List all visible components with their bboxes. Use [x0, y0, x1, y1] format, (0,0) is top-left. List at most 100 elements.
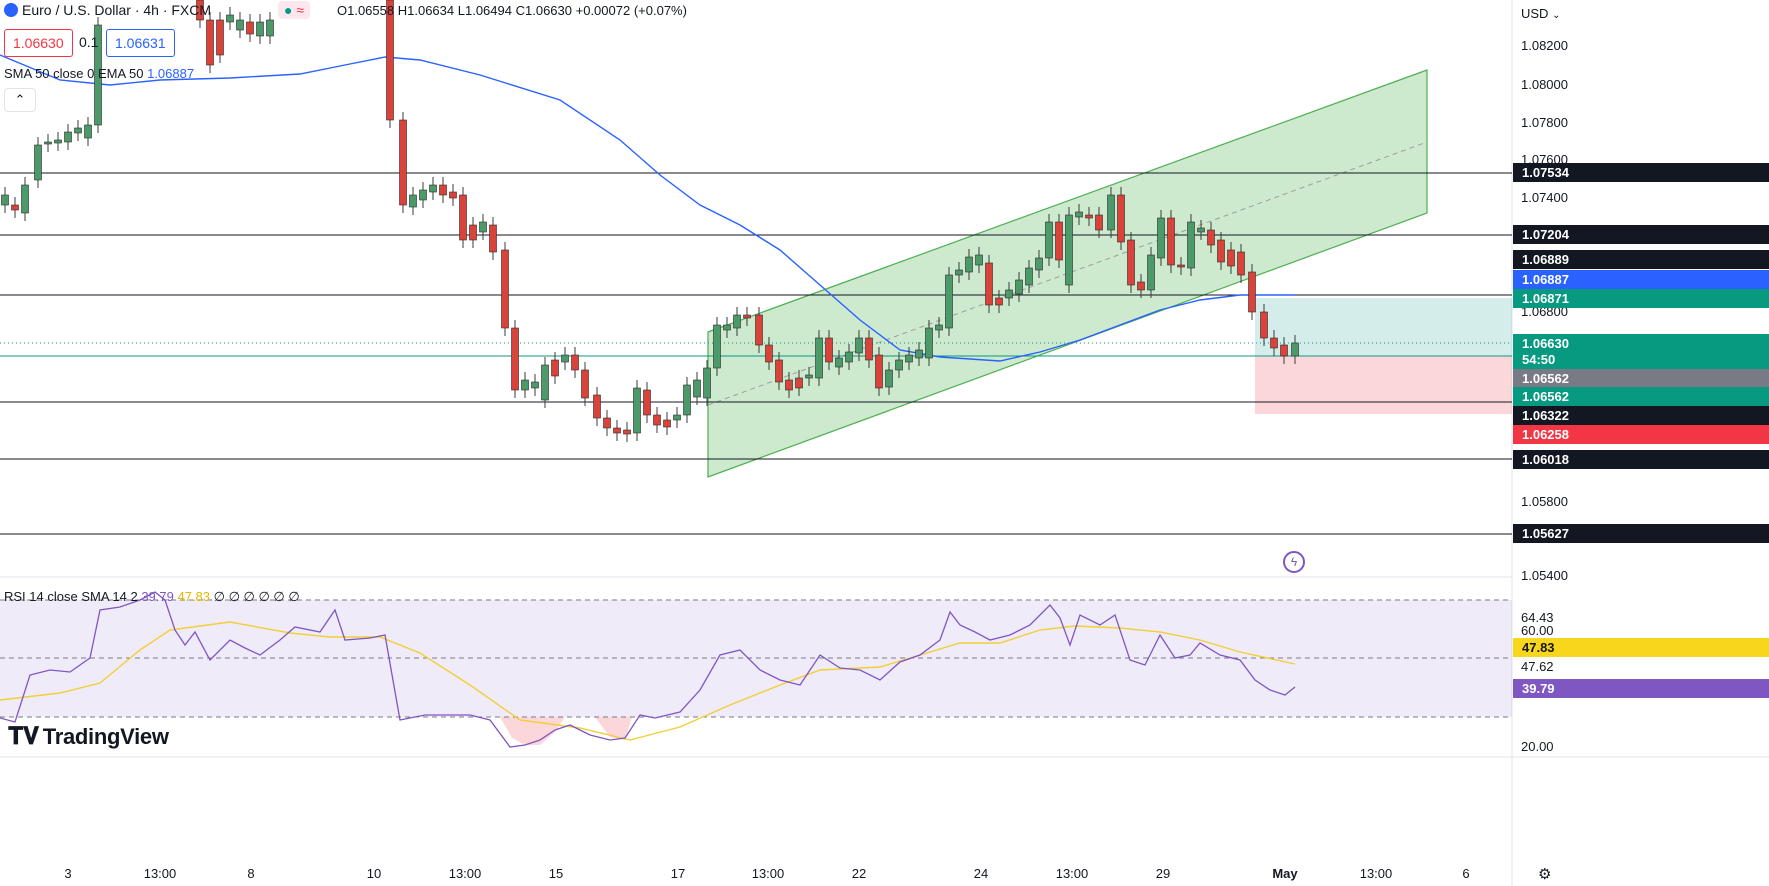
rsi-tick: 47.62	[1521, 659, 1554, 674]
candle-body	[1085, 214, 1093, 219]
candle-body	[825, 337, 833, 363]
candle-body	[965, 256, 973, 273]
time-tick: 13:00	[751, 866, 785, 881]
price-badge: 1.06258	[1513, 425, 1769, 444]
collapse-legend-button[interactable]: ⌃	[4, 88, 36, 112]
time-tick: 13:00	[448, 866, 482, 881]
ohlc-change: +0.00072 (+0.07%)	[575, 3, 687, 18]
candle-body	[835, 357, 843, 368]
spread-value: 0.1	[79, 34, 99, 50]
candle-body	[246, 21, 254, 35]
candle-body	[439, 184, 447, 196]
candle-body	[64, 131, 72, 143]
indicator-toggle[interactable]: ● ≈	[278, 1, 311, 19]
sell-button[interactable]: 1.06630	[4, 29, 73, 57]
candle-body	[985, 262, 993, 306]
candle-body	[21, 184, 29, 214]
status-dot-icon: ●	[284, 2, 293, 18]
candle-body	[1025, 267, 1033, 286]
price-badge: 1.06871	[1513, 289, 1769, 308]
candle-body	[603, 417, 611, 429]
time-tick: 3	[64, 866, 72, 881]
candle-body	[84, 124, 92, 139]
rsi-ma-legend-value: 47.83	[177, 589, 211, 604]
time-tick: 24	[973, 866, 989, 881]
chevron-down-icon: ⌄	[1552, 10, 1561, 21]
price-tick: 1.07400	[1521, 190, 1568, 205]
candle-body	[429, 184, 437, 193]
currency-select[interactable]: USD ⌄	[1521, 6, 1560, 21]
candle-body	[633, 387, 641, 434]
candle-body	[1270, 337, 1278, 349]
price-tick: 1.05800	[1521, 494, 1568, 509]
indicator-short: ≈	[296, 2, 305, 18]
candle-body	[743, 314, 751, 319]
candle-body	[643, 389, 651, 416]
price-badge: 1.07204	[1513, 225, 1769, 244]
candle-body	[216, 19, 224, 56]
candle-body	[409, 194, 417, 208]
candle-body	[1237, 251, 1245, 276]
ohlc-readout: O1.06558 H1.06634 L1.06494 C1.06630 +0.0…	[337, 3, 687, 18]
price-tick: 1.05400	[1521, 568, 1568, 583]
time-tick: 17	[670, 866, 686, 881]
candle-body	[1167, 217, 1175, 266]
brand-text: TradingView	[42, 724, 169, 749]
currency-label: USD	[1521, 6, 1549, 21]
price-badge: 54:50	[1513, 350, 1769, 369]
candle-body	[875, 354, 883, 389]
settings-gear-icon[interactable]: ⚙	[1538, 866, 1552, 883]
rsi-badge: 47.83	[1513, 638, 1769, 657]
time-tick: 8	[247, 866, 255, 881]
candle-body	[653, 414, 661, 426]
candle-body	[399, 119, 407, 206]
candle-body	[236, 19, 244, 31]
candle-body	[755, 314, 763, 346]
rsi-tick: 60.00	[1521, 623, 1554, 638]
price-badge: 1.06887	[1513, 270, 1769, 289]
time-tick: 13:00	[1359, 866, 1393, 881]
candle-body	[623, 429, 631, 435]
time-tick: 22	[851, 866, 867, 881]
time-tick: May	[1272, 866, 1298, 881]
rsi-legend-value: 39.79	[141, 589, 174, 604]
time-tick: 13:00	[143, 866, 177, 881]
candle-body	[865, 337, 873, 361]
candle-body	[266, 19, 274, 37]
symbol-title[interactable]: Euro / U.S. Dollar · 4h · FXCM	[4, 2, 211, 18]
time-tick: 29	[1155, 866, 1171, 881]
candle-body	[226, 14, 234, 23]
price-badge: 1.06018	[1513, 450, 1769, 469]
candle-body	[1015, 279, 1023, 295]
candle-body	[1197, 227, 1205, 233]
candle-body	[895, 359, 903, 371]
candle-body	[1005, 289, 1013, 299]
rsi-legend-empty: ∅ ∅ ∅ ∅ ∅ ∅	[213, 589, 300, 604]
rsi-oversold-fill	[595, 717, 632, 740]
ema-line	[0, 54, 1295, 362]
candle-body	[256, 21, 264, 37]
candle-body	[1137, 281, 1145, 291]
rsi-tick: 64.43	[1521, 610, 1554, 625]
rsi-legend[interactable]: RSI 14 close SMA 14 2 39.79 47.83 ∅ ∅ ∅ …	[4, 589, 300, 605]
candle-body	[521, 379, 529, 391]
buy-button[interactable]: 1.06631	[106, 29, 175, 57]
lightning-icon[interactable]: ϟ	[1283, 551, 1305, 573]
chevron-up-icon: ⌃	[14, 92, 26, 107]
candle-body	[945, 274, 953, 329]
candle-body	[469, 224, 477, 241]
candle-body	[673, 414, 681, 421]
candle-body	[733, 314, 741, 329]
price-badge: 1.06562	[1513, 369, 1769, 388]
candle-body	[925, 327, 933, 359]
candle-body	[1260, 311, 1268, 339]
ma-legend[interactable]: SMA 50 close 0 EMA 50 1.06887	[4, 66, 194, 81]
candle-body	[1177, 264, 1185, 268]
symbol-title-text: Euro / U.S. Dollar · 4h · FXCM	[22, 2, 212, 18]
candle-body	[581, 369, 589, 399]
candle-body	[1217, 239, 1225, 263]
rsi-badge: 39.79	[1513, 679, 1769, 698]
ohlc-low: L1.06494	[457, 3, 512, 18]
candle-body	[1248, 271, 1256, 313]
